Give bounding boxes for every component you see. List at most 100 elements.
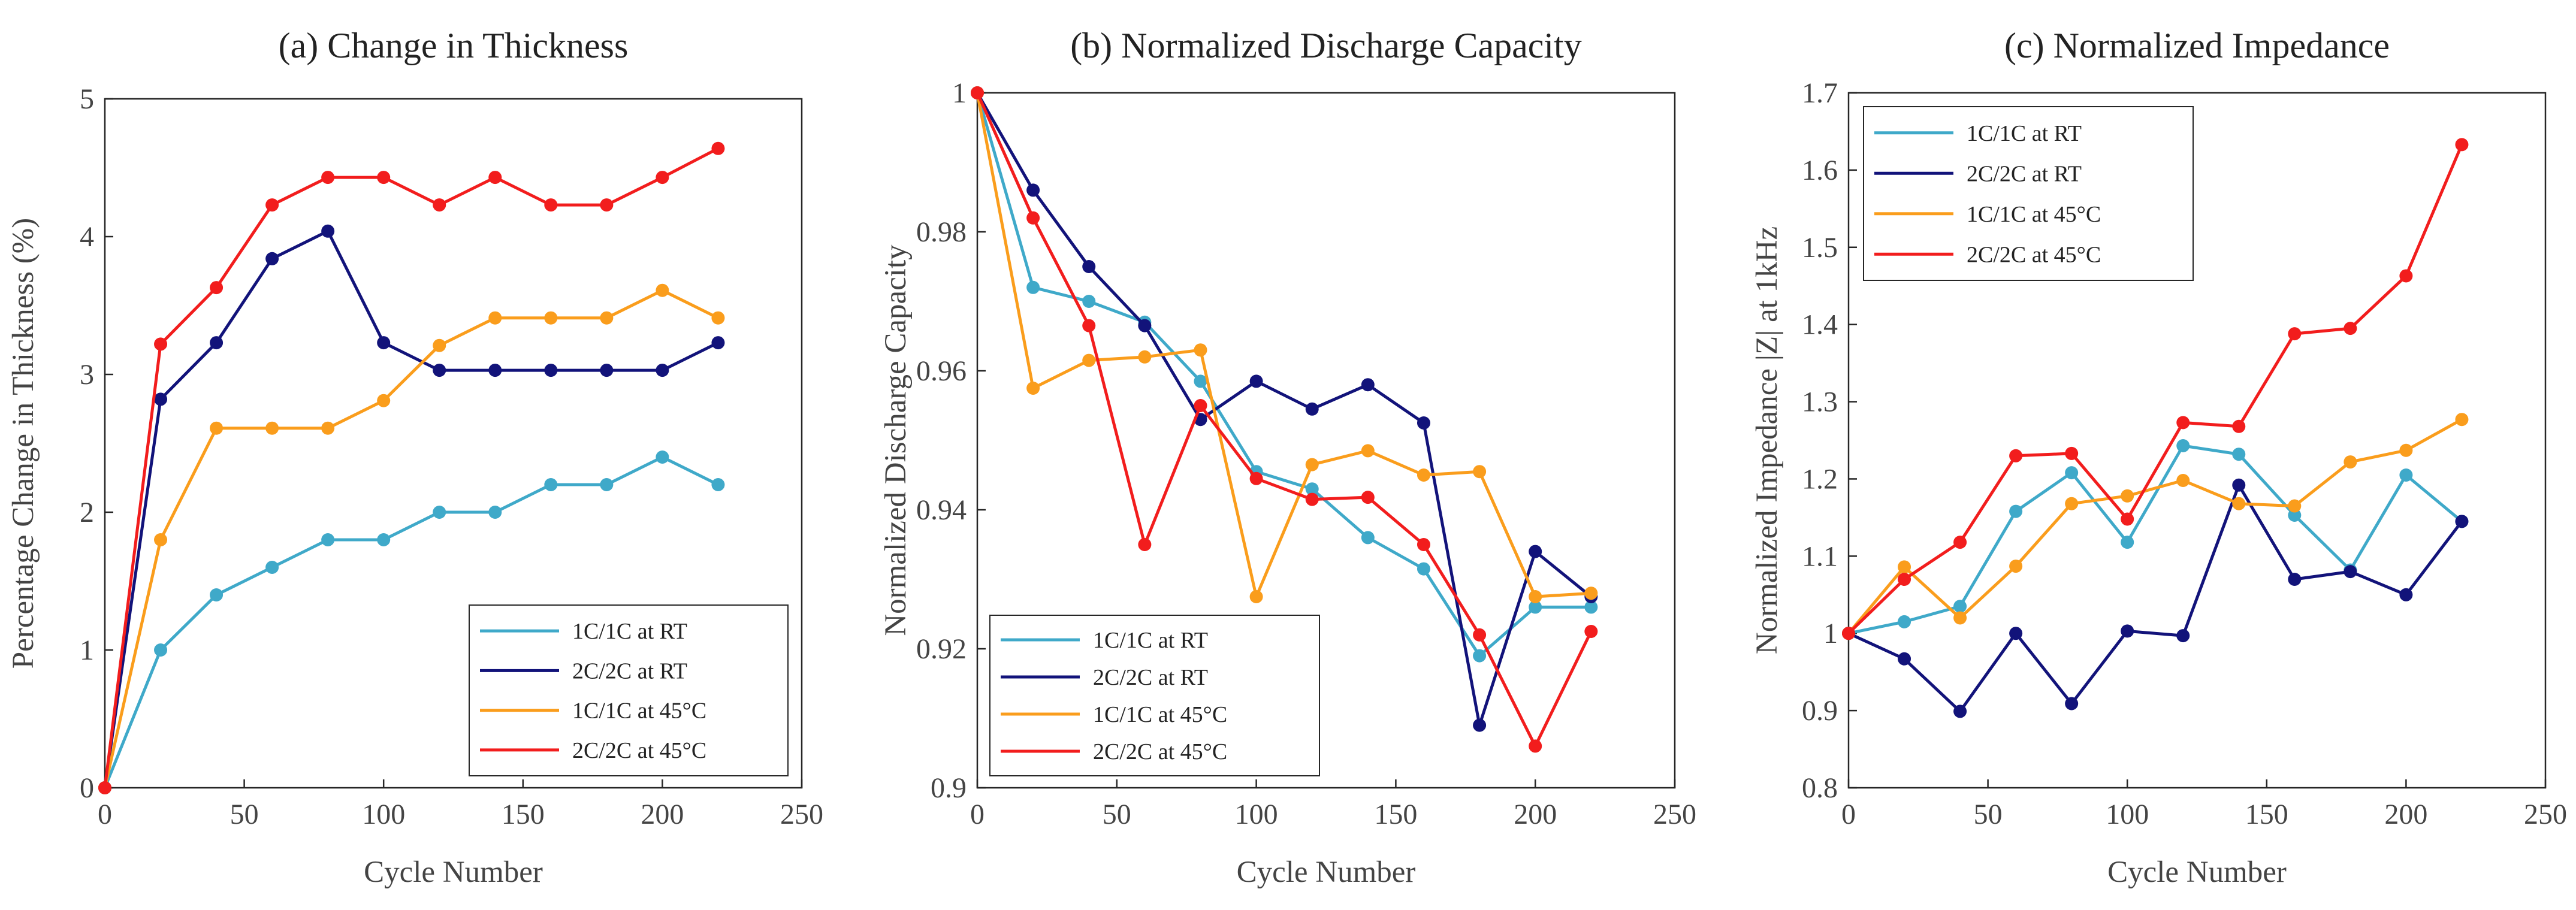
data-point	[2232, 419, 2246, 433]
data-point	[1082, 319, 1096, 332]
x-tick-label: 0	[1841, 799, 1856, 830]
data-point	[2344, 455, 2357, 469]
x-tick-label: 200	[2384, 799, 2427, 830]
x-tick-label: 150	[2245, 799, 2288, 830]
legend-label: 1C/1C at RT	[1967, 121, 2082, 146]
data-point	[1138, 350, 1152, 364]
data-point	[711, 336, 725, 350]
y-tick-label: 1.6	[1802, 155, 1838, 186]
legend-label: 1C/1C at 45°C	[572, 699, 706, 724]
legend: 1C/1C at RT 2C/2C at RT 1C/1C at 45°C 2C/2C…	[989, 615, 1320, 776]
y-axis-label: Percentage Change in Thickness (%)	[7, 218, 40, 669]
legend-label: 2C/2C at RT	[1093, 665, 1208, 690]
data-point	[2288, 573, 2302, 586]
data-point	[2176, 629, 2190, 643]
data-point	[1249, 471, 1263, 485]
data-point	[1417, 416, 1430, 430]
data-point	[2232, 448, 2246, 461]
x-tick-label: 250	[1653, 799, 1696, 830]
data-point	[377, 394, 391, 407]
x-tick-label: 100	[362, 799, 405, 830]
data-point	[321, 224, 335, 238]
y-axis-label: Normalized Impedance |Z| at 1kHz	[1750, 226, 1784, 654]
series-line	[103, 289, 719, 788]
data-point	[265, 198, 279, 212]
data-point	[2065, 497, 2079, 510]
data-point	[1138, 538, 1152, 551]
legend-label: 1C/1C at 45°C	[1967, 202, 2101, 227]
data-point	[1026, 280, 1040, 294]
data-point	[210, 588, 224, 601]
y-tick-label: 1.1	[1802, 540, 1838, 572]
series-line	[103, 455, 719, 788]
data-point	[1529, 590, 1542, 603]
data-point	[2176, 474, 2190, 488]
legend-frame	[989, 615, 1320, 776]
data-point	[1898, 652, 1911, 666]
data-point	[1529, 545, 1542, 558]
data-point	[377, 336, 391, 350]
data-point	[656, 451, 669, 464]
y-tick-label: 0.94	[916, 494, 967, 526]
y-tick-label: 1	[80, 634, 94, 666]
data-point	[2009, 449, 2023, 462]
data-point	[321, 421, 335, 435]
data-point	[600, 478, 614, 491]
legend-label: 1C/1C at RT	[572, 619, 687, 644]
data-point	[154, 337, 168, 351]
data-point	[711, 141, 725, 155]
data-point	[1361, 491, 1375, 504]
data-point	[1953, 705, 1967, 718]
series-group	[971, 86, 1598, 663]
y-tick-label: 0.9	[1802, 695, 1838, 727]
data-point	[2232, 478, 2246, 492]
data-point	[1898, 573, 1911, 586]
data-point	[1584, 625, 1598, 638]
data-point	[1361, 378, 1375, 392]
series-group	[1842, 138, 2469, 640]
data-point	[2399, 269, 2413, 283]
x-axis-label: Cycle Number	[1237, 855, 1416, 889]
data-point	[154, 392, 168, 406]
data-point	[154, 533, 168, 546]
data-point	[2288, 509, 2302, 522]
data-point	[488, 171, 502, 185]
data-point	[656, 364, 669, 377]
data-point	[433, 364, 446, 377]
data-point	[544, 311, 558, 325]
y-tick-label: 0	[80, 772, 94, 804]
data-point	[321, 533, 335, 546]
chart-panel-3: 0 50 100 150 200 250 0.8 0.9 1 1.1 1.2 1.3 1.4 1.5 1.6…	[1750, 26, 2567, 889]
x-tick-label: 50	[1103, 799, 1131, 830]
series-line	[1847, 144, 2463, 634]
data-point	[433, 506, 446, 519]
x-tick-label: 0	[970, 799, 985, 830]
data-point	[2176, 439, 2190, 453]
series-line	[1847, 418, 2463, 634]
data-point	[1842, 627, 1855, 640]
series-group	[971, 86, 1598, 732]
data-point	[1953, 536, 1967, 549]
data-point	[2344, 565, 2357, 579]
y-tick-label: 1.4	[1802, 309, 1838, 341]
legend-frame	[469, 604, 789, 776]
data-point	[1584, 586, 1598, 600]
data-point	[377, 533, 391, 546]
y-tick-label: 1	[1823, 618, 1838, 649]
data-point	[1953, 611, 1967, 625]
y-tick-label: 0.98	[916, 216, 967, 248]
data-point	[1584, 600, 1598, 614]
data-point	[2344, 322, 2357, 335]
x-tick-label: 250	[2524, 799, 2567, 830]
data-point	[1249, 374, 1263, 388]
data-point	[2121, 512, 2134, 526]
data-point	[1898, 615, 1911, 628]
data-point	[2399, 588, 2413, 601]
x-axis-label: Cycle Number	[2107, 855, 2287, 889]
series-line	[976, 92, 1593, 748]
legend-label: 2C/2C at 45°C	[1967, 242, 2101, 267]
series-line	[103, 229, 719, 788]
data-point	[1529, 739, 1542, 753]
data-point	[488, 311, 502, 325]
